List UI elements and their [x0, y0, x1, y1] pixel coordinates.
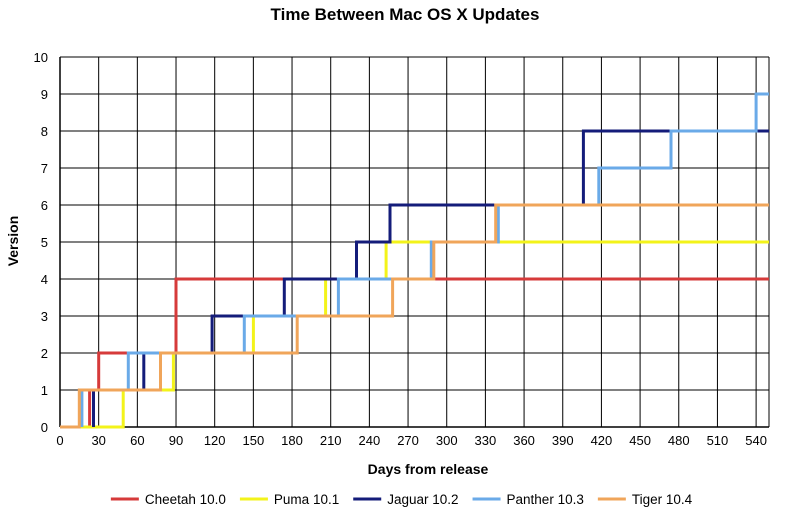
legend: Cheetah 10.0 Puma 10.1 Jaguar 10.2 Panther …	[110, 492, 693, 507]
y-tick-label: 3	[41, 309, 48, 324]
y-tick-label: 9	[41, 87, 48, 102]
y-axis-label: Version	[5, 216, 21, 267]
x-tick-label: 420	[591, 433, 613, 448]
x-tick-label: 450	[629, 433, 651, 448]
y-tick-label: 7	[41, 161, 48, 176]
legend-label: Cheetah 10.0	[145, 492, 226, 507]
x-tick-label: 300	[436, 433, 458, 448]
legend-label: Puma 10.1	[274, 492, 339, 507]
x-tick-label: 90	[169, 433, 183, 448]
legend-item: Jaguar 10.2	[353, 492, 459, 507]
y-tick-label: 4	[41, 272, 48, 287]
series-line-tiger-10-4	[60, 203, 769, 429]
y-tick-label: 2	[41, 346, 48, 361]
legend-label: Panther 10.3	[507, 492, 584, 507]
x-tick-label: 390	[552, 433, 574, 448]
legend-item: Puma 10.1	[239, 492, 339, 507]
chart-title: Time Between Mac OS X Updates	[271, 5, 540, 24]
legend-label: Tiger 10.4	[632, 492, 693, 507]
legend-item: Cheetah 10.0	[110, 492, 226, 507]
y-tick-label: 10	[34, 50, 48, 65]
y-tick-label: 8	[41, 124, 48, 139]
x-tick-label: 150	[243, 433, 265, 448]
x-tick-label: 510	[707, 433, 729, 448]
y-tick-label: 5	[41, 235, 48, 250]
x-tick-label: 360	[513, 433, 535, 448]
x-tick-label: 180	[281, 433, 303, 448]
legend-label: Jaguar 10.2	[387, 492, 458, 507]
x-tick-label: 330	[475, 433, 497, 448]
x-tick-label: 120	[204, 433, 226, 448]
legend-item: Panther 10.3	[472, 492, 584, 507]
x-tick-label: 210	[320, 433, 342, 448]
legend-item: Tiger 10.4	[597, 492, 693, 507]
series-lines	[60, 92, 769, 429]
x-tick-label: 0	[56, 433, 63, 448]
x-tick-label: 240	[359, 433, 381, 448]
tick-labels: 0 30 60 90 120 150 180 210 240 270 300 330 360 390 420…	[34, 50, 767, 448]
x-tick-label: 480	[668, 433, 690, 448]
series-line-panther-10-3	[80, 92, 769, 427]
x-axis-label: Days from release	[368, 461, 489, 477]
x-tick-label: 540	[745, 433, 767, 448]
series-line-puma-10-1	[60, 240, 769, 429]
x-tick-label: 270	[397, 433, 419, 448]
y-tick-label: 6	[41, 198, 48, 213]
y-tick-label: 1	[41, 383, 48, 398]
y-tick-label: 0	[41, 420, 48, 435]
x-tick-label: 60	[130, 433, 144, 448]
x-tick-label: 30	[91, 433, 105, 448]
